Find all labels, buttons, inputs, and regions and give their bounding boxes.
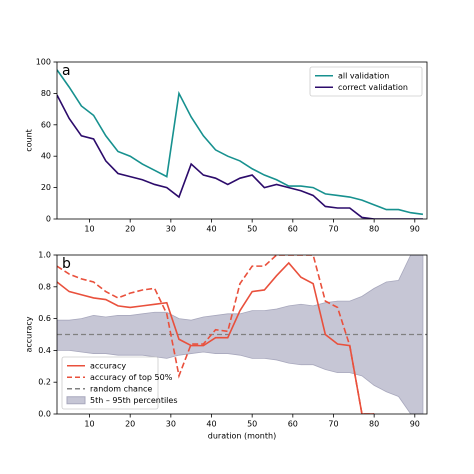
x-tick-label: 90 (410, 225, 420, 234)
y-tick-label: 20 (41, 183, 51, 192)
legend: accuracy accuracy of top 50% random chance… (61, 356, 178, 410)
y-tick-label: 40 (41, 152, 51, 161)
x-tick-label: 60 (288, 225, 298, 234)
legend-box (309, 66, 423, 97)
legend-label: correct validation (338, 83, 408, 92)
y-tick-label: 0.0 (38, 410, 51, 419)
legend-swatch (66, 396, 86, 405)
y-tick-label: 0.8 (38, 282, 51, 291)
percentile-band (57, 255, 424, 414)
series-line (57, 261, 375, 414)
x-tick-label: 80 (369, 420, 379, 429)
y-axis-label: accuracy (25, 316, 34, 352)
x-tick-label: 10 (84, 225, 94, 234)
series-line (57, 69, 424, 216)
x-tick-label: 20 (125, 225, 135, 234)
y-tick-label: 100 (36, 58, 51, 67)
x-axis-label: duration (month) (208, 432, 276, 441)
x-tick-label: 30 (166, 420, 176, 429)
x-tick-label: 40 (206, 225, 216, 234)
panel-label: b (62, 256, 71, 272)
x-tick-label: 70 (328, 225, 338, 234)
x-tick-label: 30 (166, 225, 176, 234)
y-tick-label: 0.6 (38, 314, 51, 323)
series-line (57, 94, 423, 219)
series-line (57, 255, 375, 414)
y-tick-label: 1.0 (38, 251, 51, 260)
x-tick-label: 70 (328, 420, 338, 429)
panel-label: a (62, 63, 71, 79)
x-tick-label: 40 (206, 420, 216, 429)
x-tick-label: 10 (84, 420, 94, 429)
legend-box (61, 356, 159, 410)
plot-area (57, 255, 427, 414)
x-tick-label: 90 (410, 420, 420, 429)
x-tick-label: 80 (369, 225, 379, 234)
y-tick-label: 0.4 (38, 346, 51, 355)
legend-label: 5th – 95th percentiles (90, 396, 178, 405)
y-tick-label: 60 (41, 120, 51, 129)
y-tick-label: 0 (46, 215, 51, 224)
plot-area (57, 69, 424, 219)
legend: all validation correct validation (309, 66, 423, 97)
legend-label: accuracy of top 50% (90, 373, 173, 382)
y-tick-label: 80 (41, 89, 51, 98)
y-tick-label: 0.2 (38, 378, 51, 387)
x-tick-label: 50 (247, 225, 257, 234)
y-axis-label: count (25, 129, 34, 152)
legend-label: random chance (90, 384, 152, 393)
axes-frame (56, 254, 428, 415)
x-tick-label: 50 (247, 420, 257, 429)
x-tick-label: 20 (125, 420, 135, 429)
legend-label: all validation (338, 71, 389, 80)
axes-frame (56, 61, 428, 220)
legend-label: accuracy (90, 361, 126, 370)
x-tick-label: 60 (288, 420, 298, 429)
